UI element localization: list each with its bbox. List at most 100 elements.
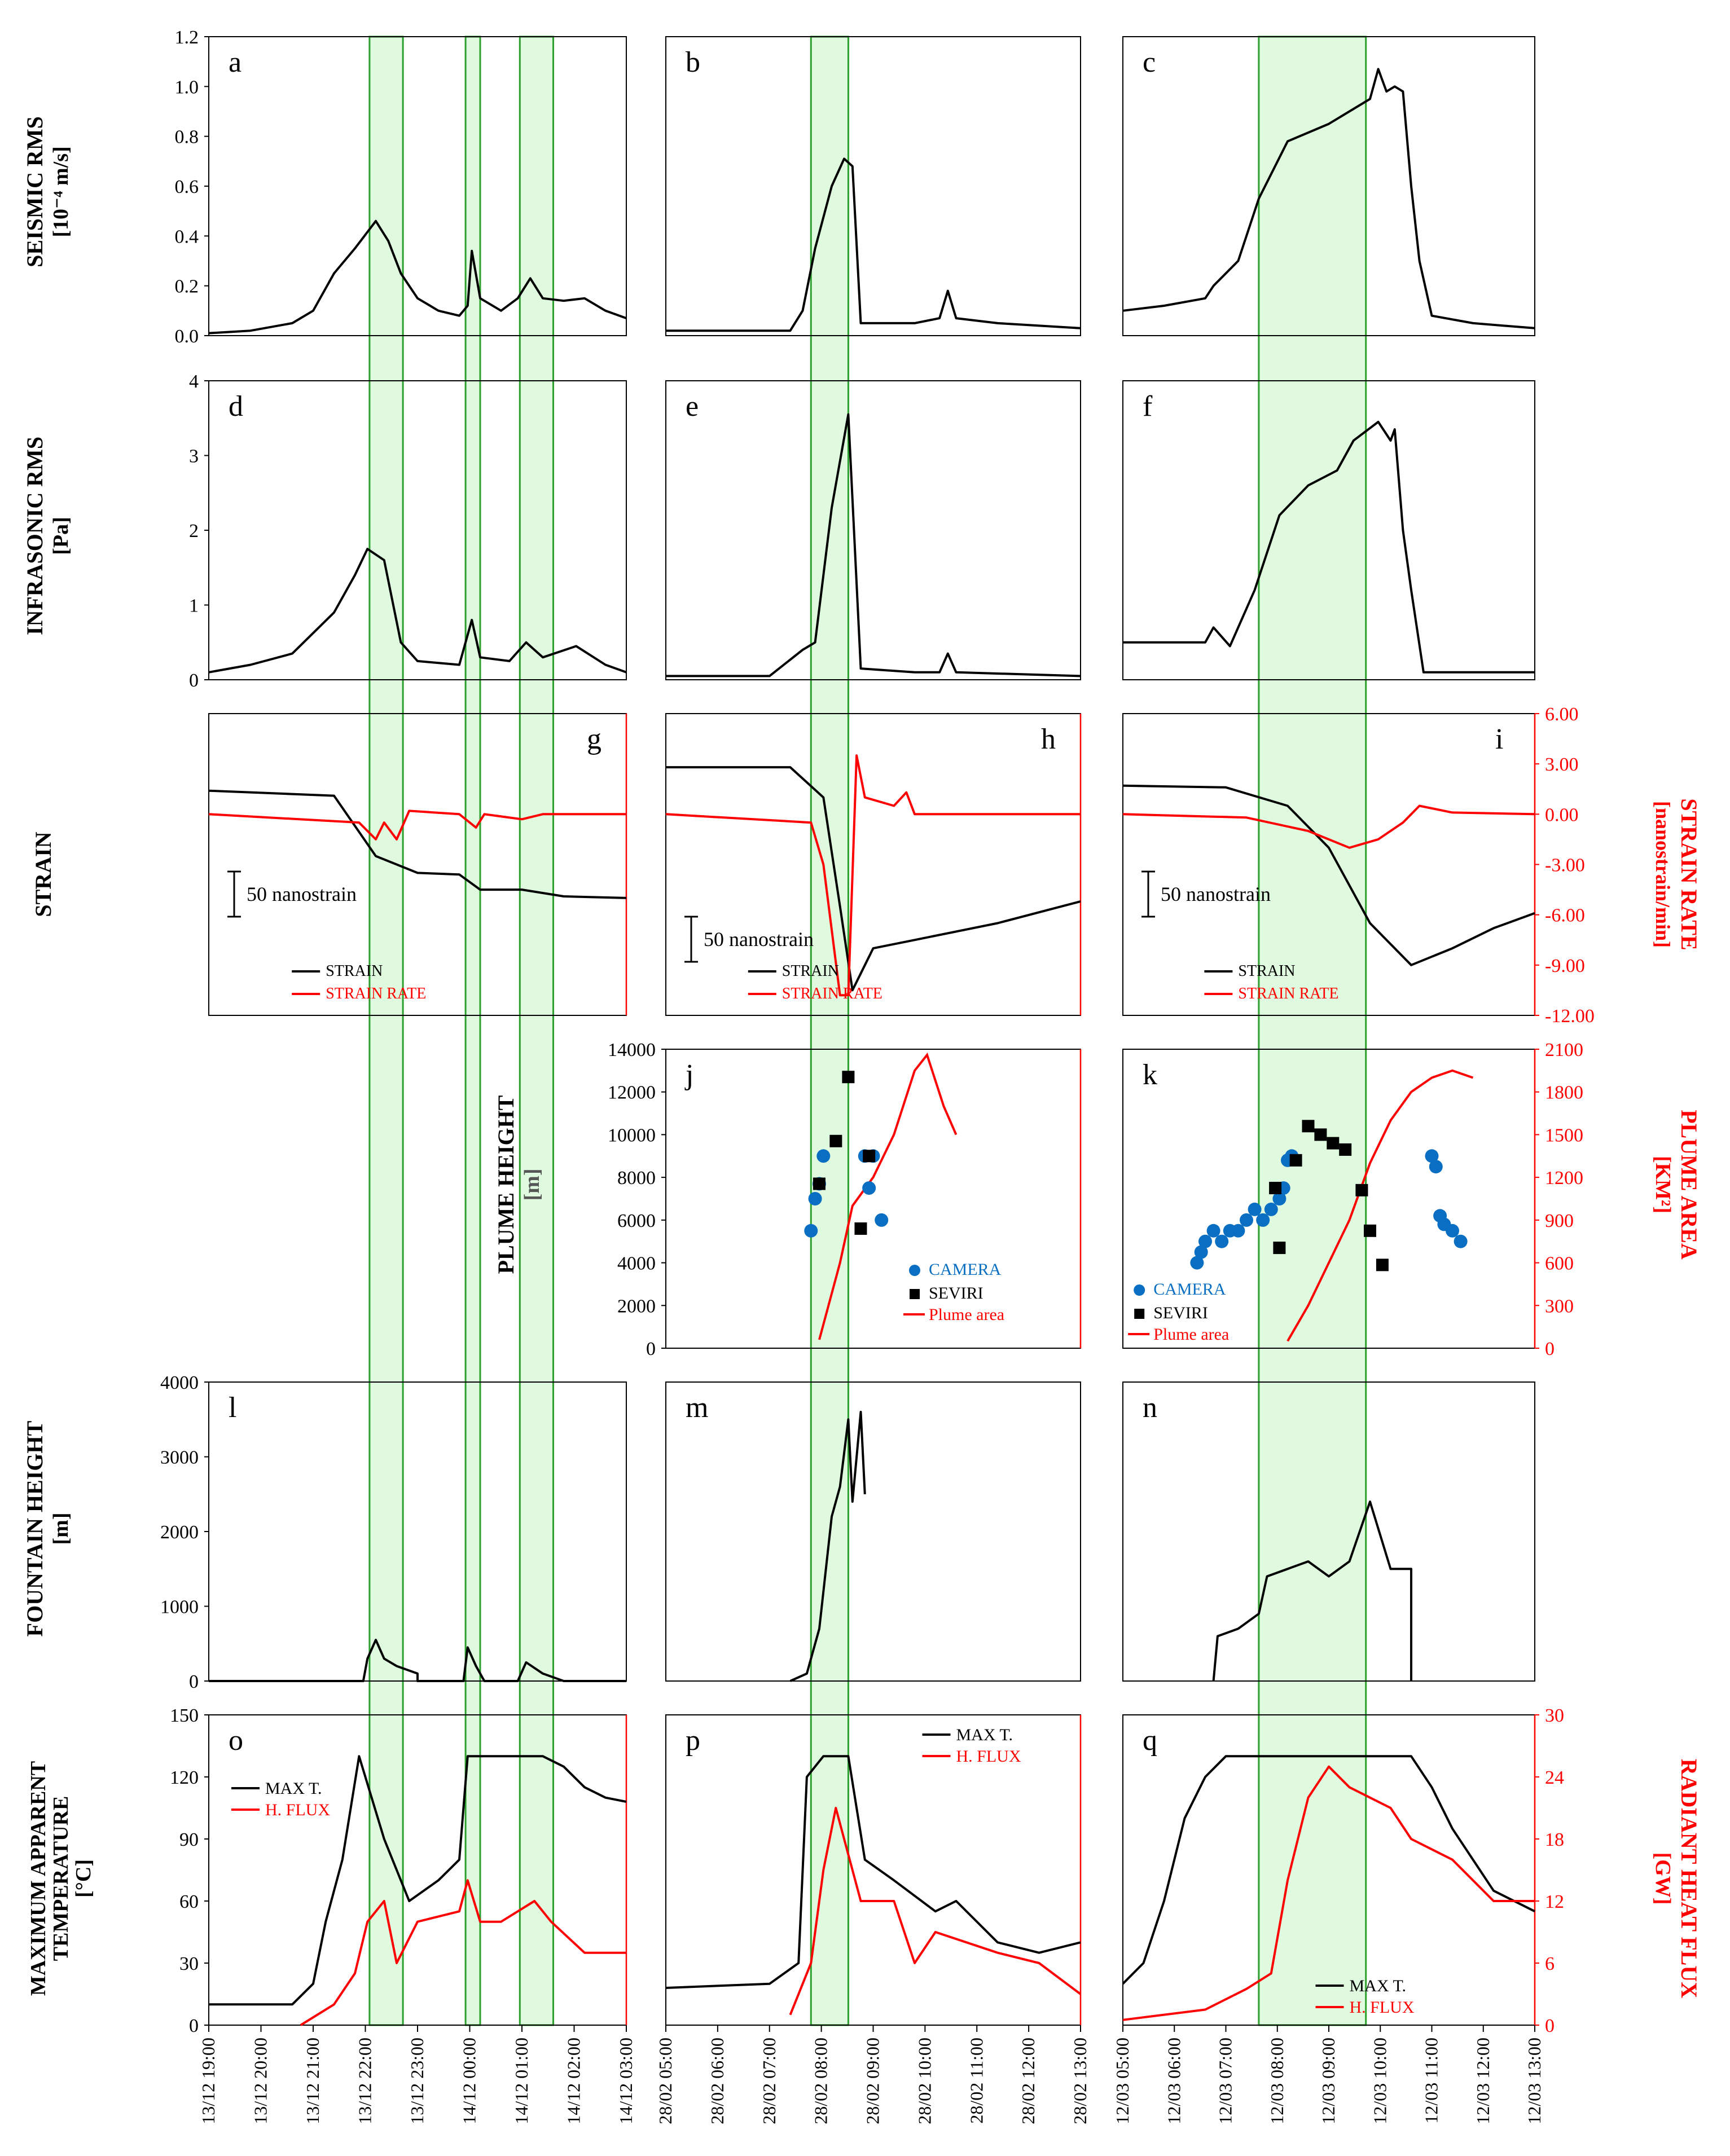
y2-tick-label: 6 [1545,1953,1555,1974]
camera-point [1248,1202,1262,1216]
legend-max-t-label: MAX T. [1350,1977,1407,1995]
camera-point [1198,1234,1212,1248]
seviri-point [1376,1259,1389,1271]
y-tick-label: 120 [170,1767,199,1788]
x-tick-label: 28/02 11:00 [966,2038,986,2124]
panel-i: i 6.00 3.00 0.00 -3.00 -6.00 -9.00 -12.00 STRAIN… [1122,704,1595,1027]
highlight-band [464,36,481,2026]
seviri-point [1327,1137,1340,1150]
y-tick-label: 90 [179,1829,199,1850]
y2-tick-label: 0 [1545,2016,1555,2036]
camera-point [1194,1245,1208,1259]
y2-tick-label: 1800 [1545,1083,1583,1103]
y-tick-label: 30 [179,1953,199,1974]
camera-point [1454,1234,1468,1248]
y2-tick-label: 6.00 [1545,704,1579,725]
y-tick-label: 1 [189,596,199,617]
panel-letter: c [1143,46,1156,78]
legend-strain-rate-label: STRAIN RATE [782,985,882,1002]
right-unit-plume-area: [KM²] [1651,1156,1675,1213]
panel-letter: a [229,46,242,78]
y-tick-label: 0.2 [175,276,199,297]
panel-a: a 0.0 0.2 0.4 0.6 0.8 1.0 1.2 [175,27,627,347]
series-line-h-flux [300,1879,626,2026]
y2-tick-label: 1200 [1545,1168,1583,1189]
panel-letter: g [587,723,601,755]
legend-max-t-label: MAX T. [265,1779,322,1798]
panel-g: g STRAIN STRAIN RATE 50 nanostrain [208,713,627,1016]
panel-p: p MAX T. H. FLUX [665,1714,1082,2026]
seviri-point [854,1222,867,1235]
panel-letter: j [684,1059,693,1091]
camera-point [1264,1202,1278,1216]
x-tick-label: 13/12 19:00 [198,2038,218,2124]
x-tick-label: 28/02 07:00 [759,2038,779,2124]
x-axes: 13/12 19:00 13/12 20:00 13/12 21:00 13/12 2… [198,2025,1544,2124]
legend-seviri-label: SEVIRI [1153,1304,1208,1322]
series-line-infrasonic [208,548,627,674]
panel-o: o 0 30 60 90 120 150 MAX T. H. FLUX [170,1705,627,2036]
row-unit-infra: [Pa] [49,517,73,555]
row-label-infra: INFRASONIC RMS [22,437,47,635]
legend-seviri-label: SEVIRI [929,1284,983,1303]
y-tick-label: 12000 [608,1083,656,1103]
y-tick-label: 0 [189,1671,199,1692]
camera-point [862,1181,876,1195]
panel-frame [665,1381,1081,1682]
y2-tick-label: 1500 [1545,1125,1583,1146]
x-tick-label: 13/12 21:00 [302,2038,323,2124]
y-tick-label: 0.8 [175,127,199,148]
y-tick-label: 4000 [160,1372,199,1393]
series-line-infrasonic [1123,420,1535,674]
legend-camera-label: CAMERA [1153,1280,1226,1299]
legend-area-label: Plume area [929,1305,1004,1324]
legend-h-flux-label: H. FLUX [1350,1998,1415,2017]
panel-letter: b [686,46,700,78]
x-tick-label: 12/03 06:00 [1163,2038,1184,2124]
camera-point [1272,1192,1286,1205]
panel-frame [1122,380,1535,680]
x-tick-label: 14/12 01:00 [511,2038,532,2124]
x-tick-label: 13/12 20:00 [251,2038,271,2124]
series-line-seismic [1122,68,1535,329]
right-label-strain-rate: STRAIN RATE [1676,798,1702,950]
series-line-h-flux [1122,1765,1535,2021]
series-line-strain [1122,784,1535,966]
seviri-point [1364,1224,1376,1237]
y-tick-label: 10000 [608,1125,656,1146]
series-line-fountain [209,1639,626,1682]
panel-j: j 0 2000 4000 6000 8000 10000 12000 14000 CAMERA S… [608,1040,1082,1359]
legend-strain-label: STRAIN [326,962,383,980]
row-label-temp: MAXIMUM APPARENT [27,1761,50,1996]
y2-tick-label: 18 [1545,1829,1564,1850]
seviri-point [1302,1120,1315,1133]
panel-l: l 0 1000 2000 3000 4000 [160,1372,627,1692]
x-tick-label: 13/12 22:00 [355,2038,375,2124]
y-tick-label: 1000 [160,1597,199,1618]
panel-frame [208,380,627,680]
seviri-point [813,1177,826,1190]
legend-strain-rate-label: STRAIN RATE [1238,985,1338,1002]
scale-bar-label: 50 nanostrain [1161,883,1271,905]
panel-letter: i [1495,723,1503,755]
y2-tick-label: 24 [1545,1767,1564,1788]
series-line-strain-rate [1122,804,1535,849]
x-tick-label: 28/02 10:00 [914,2038,934,2124]
x-tick-label: 14/12 00:00 [459,2038,480,2124]
y2-tick-label: 30 [1545,1705,1564,1726]
x-tick-label: 28/02 08:00 [811,2038,831,2124]
highlight-band [810,36,849,2026]
panel-letter: p [686,1724,700,1757]
panel-f: f [1122,380,1535,680]
series-line-fountain [789,1411,866,1682]
row-unit-seismic: [10⁻⁴ m/s] [49,146,73,237]
camera-point [1446,1224,1459,1238]
right-unit-strain-rate: [nanostrain/min] [1652,801,1674,948]
x-tick-label: 12/03 13:00 [1524,2038,1544,2124]
y-tick-label: 4000 [617,1253,656,1274]
camera-point [875,1213,889,1227]
panel-h: h STRAIN STRAIN RATE 50 nanostrain [665,713,1082,1016]
panel-letter: m [686,1392,708,1424]
seviri-point [1355,1183,1368,1196]
camera-point [1240,1213,1253,1227]
